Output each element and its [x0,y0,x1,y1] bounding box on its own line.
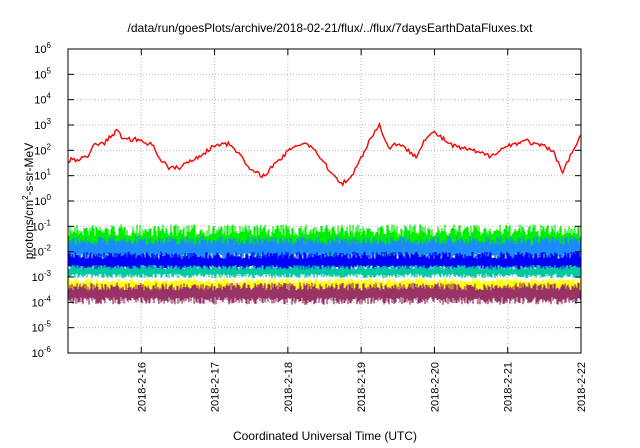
flux-band [68,251,581,273]
x-tick-label: 2018-2-19 [356,362,368,412]
plot-area [67,121,582,305]
y-tick-label: 102 [34,142,51,157]
x-tick-label: 2018-2-21 [503,362,515,412]
y-tick-label: 10-6 [32,345,52,360]
y-tick-label: 104 [34,92,51,107]
y-axis-label-sup: 2 [21,195,30,200]
y-tick-label: 101 [34,168,51,183]
flux-band [68,236,581,262]
chart-title: /data/run/goesPlots/archive/2018-02-21/f… [128,21,534,35]
y-axis-label: protons/cm2-s-sr-MeV [21,143,36,259]
axis-ticks: 10-6 10-5 10-4 10-3 10-2 10-1 100 101 102 103 104 1… [32,41,588,412]
y-tick-label: 10-2 [32,244,52,259]
flux-band [68,282,581,305]
plot-frame [67,48,582,354]
y-tick-label: 100 [34,193,51,208]
flux-band [68,264,581,279]
flux-line-red [67,121,582,187]
y-tick-label: 106 [34,41,51,56]
x-axis-label: Coordinated Universal Time (UTC) [233,429,417,443]
x-tick-label: 2018-2-20 [429,362,441,412]
y-axis-label-base: protons/cm [22,200,36,259]
x-tick-label: 2018-2-18 [283,362,295,412]
grid-lines [68,49,581,353]
y-tick-label: 103 [34,117,51,132]
y-tick-label: 10-3 [32,269,52,284]
y-tick-label: 10-4 [32,294,52,309]
x-tick-label: 2018-2-22 [576,362,588,412]
x-tick-label: 2018-2-17 [210,362,222,412]
y-tick-label: 10-5 [32,320,52,335]
y-tick-label: 105 [34,66,51,81]
y-axis-label-rest: -s-sr-MeV [22,143,36,196]
x-tick-label: 2018-2-16 [136,362,148,412]
y-tick-label: 10-1 [32,218,52,233]
